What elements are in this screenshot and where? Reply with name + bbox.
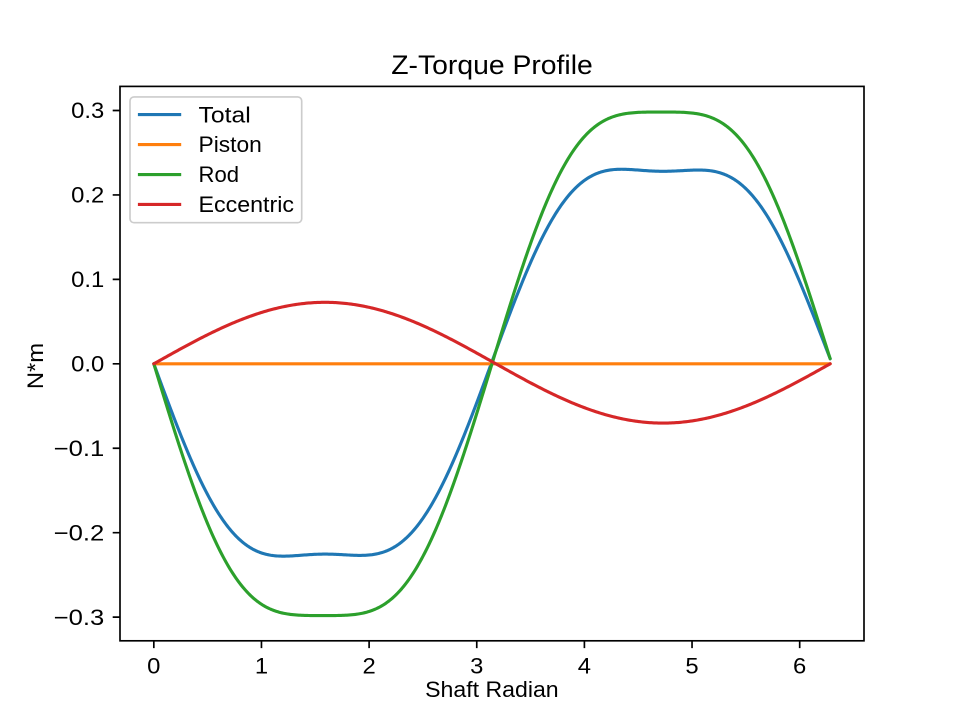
svg-text:1: 1 <box>255 654 268 679</box>
svg-text:3: 3 <box>470 654 483 679</box>
svg-text:6: 6 <box>793 654 806 679</box>
svg-text:0: 0 <box>147 654 160 679</box>
svg-text:0.0: 0.0 <box>71 351 104 376</box>
svg-text:Rod: Rod <box>199 162 240 187</box>
svg-text:0.3: 0.3 <box>71 98 104 123</box>
svg-text:−0.2: −0.2 <box>54 520 105 545</box>
svg-text:−0.1: −0.1 <box>54 436 105 461</box>
svg-text:5: 5 <box>685 654 698 679</box>
svg-text:−0.3: −0.3 <box>54 605 105 630</box>
svg-text:Total: Total <box>199 102 251 127</box>
svg-text:4: 4 <box>578 654 591 679</box>
svg-text:0.1: 0.1 <box>71 267 104 292</box>
svg-text:Eccentric: Eccentric <box>199 192 295 217</box>
svg-text:N*m: N*m <box>23 343 48 389</box>
svg-text:2: 2 <box>362 654 375 679</box>
svg-text:Z-Torque Profile: Z-Torque Profile <box>391 50 593 80</box>
svg-text:Shaft Radian: Shaft Radian <box>425 677 559 702</box>
svg-text:Piston: Piston <box>199 132 262 157</box>
svg-text:0.2: 0.2 <box>71 183 104 208</box>
